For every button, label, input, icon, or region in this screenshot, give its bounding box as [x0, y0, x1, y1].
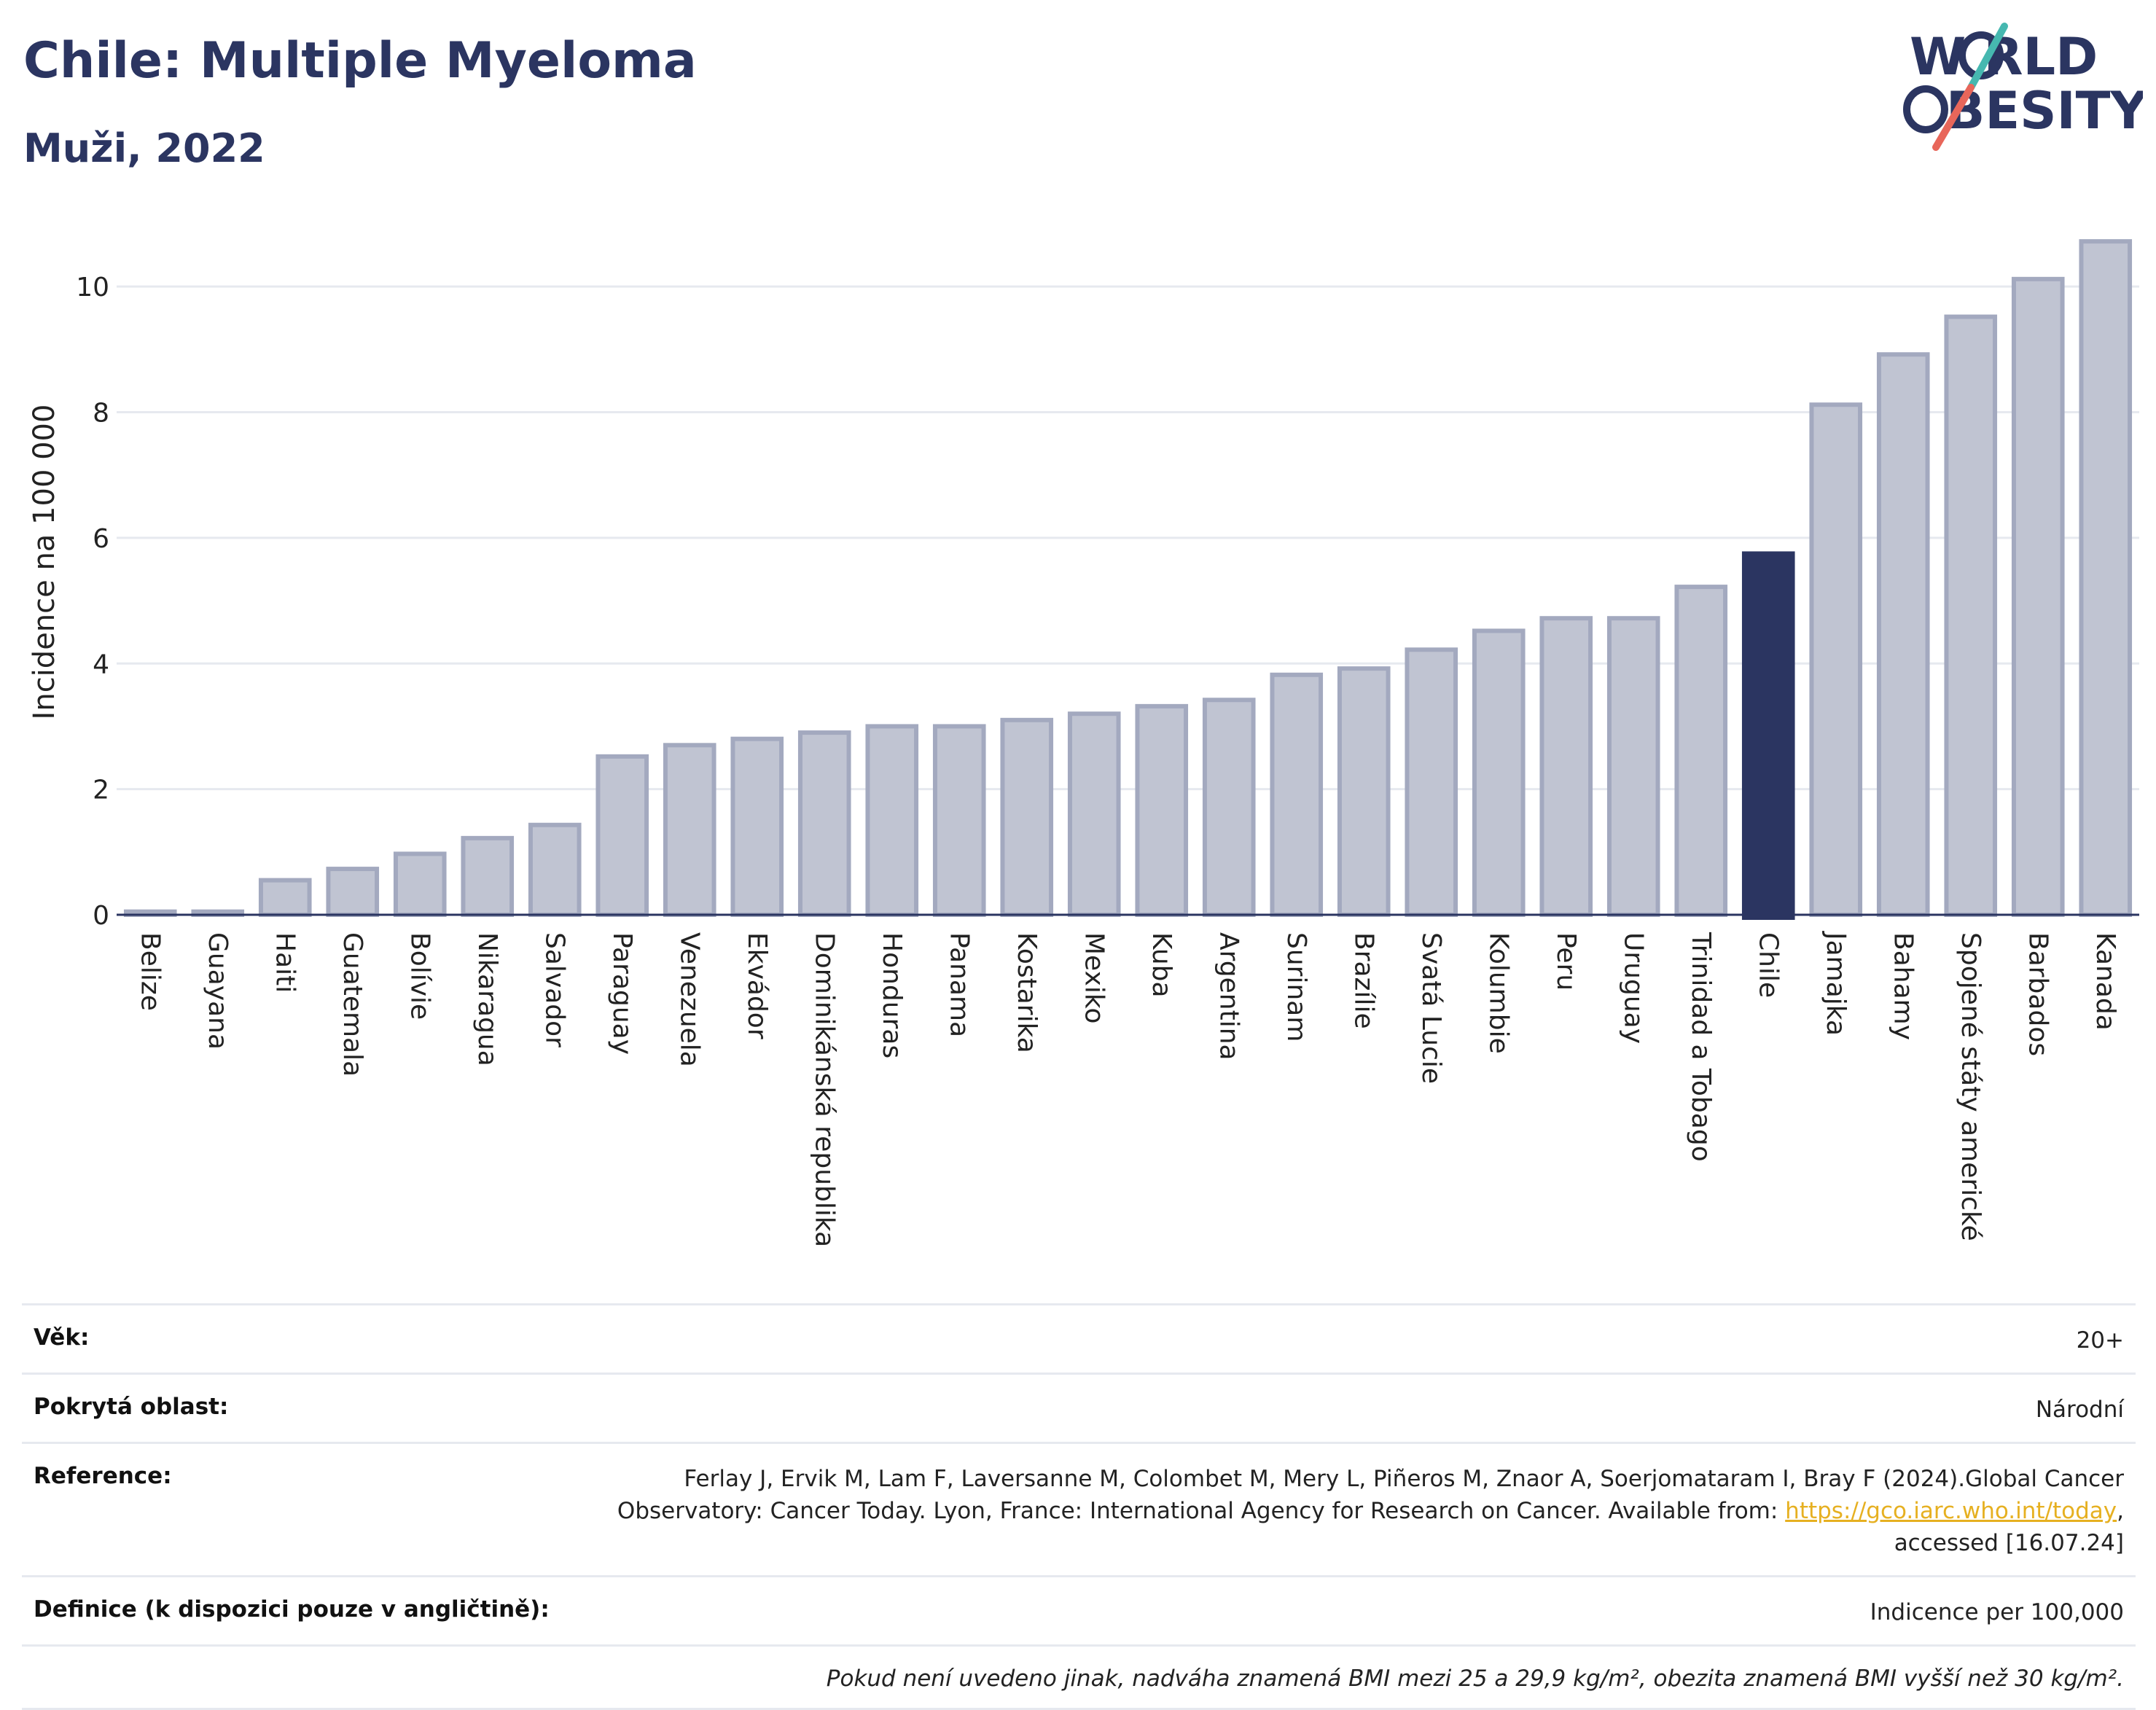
age-label: Věk: [34, 1324, 90, 1351]
reference-text-1: Ferlay J, Ervik M, Lam F, Laversanne M, … [617, 1466, 2124, 1524]
x-tick-label: Spojené státy americké [1956, 932, 1985, 1241]
bar-mexiko [1067, 711, 1121, 918]
chart-title: Chile: Multiple Myeloma [23, 32, 697, 90]
y-tick-label: 6 [93, 524, 109, 554]
bar-brazílie [1337, 666, 1391, 918]
x-tick-label: Haiti [270, 932, 300, 993]
x-tick-label: Dominikánská republika [809, 932, 839, 1247]
x-tick-label: Bahamy [1888, 932, 1918, 1040]
x-tick-label: Trinidad a Tobago [1686, 932, 1716, 1162]
x-tick-label: Kuba [1147, 932, 1176, 998]
bar-svatá-lucie [1405, 647, 1458, 918]
x-tick-label: Kanada [2090, 932, 2120, 1031]
y-tick-label: 2 [93, 776, 109, 805]
x-tick-label: Guatemala [337, 932, 367, 1077]
bar-dominikánská-republika [797, 730, 851, 918]
bar-uruguay [1606, 616, 1660, 917]
bar-chile [1741, 551, 1795, 920]
x-tick-label: Guayana [203, 932, 233, 1050]
x-tick-label: Peru [1551, 932, 1581, 991]
bar-bahamy [1876, 352, 1930, 917]
y-tick-label: 10 [76, 273, 109, 302]
bmi-note: Pokud není uvedeno jinak, nadváha znamen… [826, 1666, 2124, 1692]
bar-chart: 0 2 4 6 8 10 Belize Guayana Haiti Guatemala Bolív… [28, 239, 2139, 1247]
x-tick-label: Surinam [1281, 932, 1311, 1042]
definition-label: Definice (k dispozici pouze v angličtině… [34, 1596, 550, 1623]
world-obesity-logo: W RLD BESITY [1903, 23, 2143, 151]
chart-subtitle: Muži, 2022 [23, 125, 265, 171]
chart-bars [123, 239, 2133, 920]
x-tick-label: Uruguay [1618, 932, 1648, 1044]
x-tick-label: Nikaragua [472, 932, 502, 1066]
x-tick-label: Panama [944, 932, 974, 1037]
x-tick-label: Svatá Lucie [1416, 932, 1446, 1084]
reference-value: Ferlay J, Ervik M, Lam F, Laversanne M, … [579, 1463, 2124, 1559]
reference-link[interactable]: https://gco.iarc.who.int/today [1785, 1498, 2117, 1524]
bar-trinidad-a-tobago [1674, 585, 1728, 917]
info-row-reference: Reference: Ferlay J, Ervik M, Lam F, Lav… [22, 1442, 2136, 1575]
x-tick-label: Brazílie [1348, 932, 1378, 1029]
bar-peru [1539, 616, 1593, 917]
info-row-age: Věk: 20+ [22, 1303, 2136, 1373]
x-tick-label: Chile [1753, 932, 1783, 998]
bar-jamajka [1809, 402, 1863, 917]
x-tick-label: Venezuela [674, 932, 704, 1067]
reference-text-2: , accessed [16.07.24] [1894, 1498, 2124, 1556]
logo-o-bottom [1903, 85, 1948, 133]
x-tick-label: Salvador [539, 932, 569, 1047]
x-tick-label: Kolumbie [1483, 932, 1513, 1054]
logo-slash-coral [1932, 84, 1975, 151]
bar-panama [932, 724, 986, 917]
y-axis-label: Incidence na 100 000 [28, 405, 61, 720]
info-row-note: Pokud není uvedeno jinak, nadváha znamen… [22, 1644, 2136, 1710]
x-tick-label: Paraguay [607, 932, 637, 1055]
x-tick-label: Belize [135, 932, 165, 1011]
bar-kanada [2079, 239, 2133, 917]
bar-barbados [2011, 276, 2065, 917]
info-row-definition: Definice (k dispozici pouze v angličtině… [22, 1575, 2136, 1644]
bar-guatemala [326, 867, 380, 918]
logo-line-2: BESITY [1946, 81, 2143, 141]
info-row-area: Pokrytá oblast: Národní [22, 1373, 2136, 1442]
y-tick-labels: 0 2 4 6 8 10 [76, 273, 109, 931]
x-tick-label: Honduras [877, 932, 907, 1058]
y-tick-label: 4 [93, 649, 109, 679]
x-tick-labels: Belize Guayana Haiti Guatemala Bolívie Nikara… [135, 931, 2120, 1247]
bar-haiti [258, 878, 312, 917]
y-tick-label: 0 [93, 901, 109, 931]
logo-slash-teal [1967, 23, 2008, 91]
reference-label: Reference: [34, 1463, 172, 1489]
bar-spojené-státy-americké [1944, 314, 1998, 918]
bar-bolívie [393, 851, 447, 918]
chart-grid [117, 285, 2139, 791]
y-tick-label: 8 [93, 399, 109, 429]
bar-salvador [528, 822, 582, 918]
x-tick-label: Kostarika [1012, 932, 1042, 1053]
bar-surinam [1270, 672, 1324, 917]
x-tick-label: Ekvádor [742, 932, 772, 1039]
x-tick-label: Argentina [1214, 932, 1243, 1061]
area-value: Národní [2035, 1397, 2124, 1423]
x-tick-label: Bolívie [405, 932, 434, 1020]
bar-honduras [865, 724, 919, 917]
x-tick-label: Mexiko [1079, 932, 1109, 1023]
x-tick-label: Barbados [2023, 932, 2053, 1056]
definition-value: Indicence per 100,000 [1870, 1599, 2124, 1625]
age-value: 20+ [2076, 1327, 2124, 1354]
bar-kostarika [1000, 717, 1054, 917]
bar-ekvádor [730, 736, 784, 918]
area-label: Pokrytá oblast: [34, 1394, 229, 1420]
bar-venezuela [663, 743, 716, 917]
bar-nikaragua [461, 835, 515, 917]
bar-argentina [1202, 698, 1256, 917]
info-table: Věk: 20+ Pokrytá oblast: Národní Referen… [22, 1303, 2136, 1710]
bar-paraguay [595, 754, 649, 917]
logo-line-1: W RLD [1910, 27, 2098, 87]
bar-kuba [1135, 703, 1189, 917]
bar-kolumbie [1472, 628, 1526, 917]
x-tick-label: Jamajka [1821, 931, 1851, 1036]
